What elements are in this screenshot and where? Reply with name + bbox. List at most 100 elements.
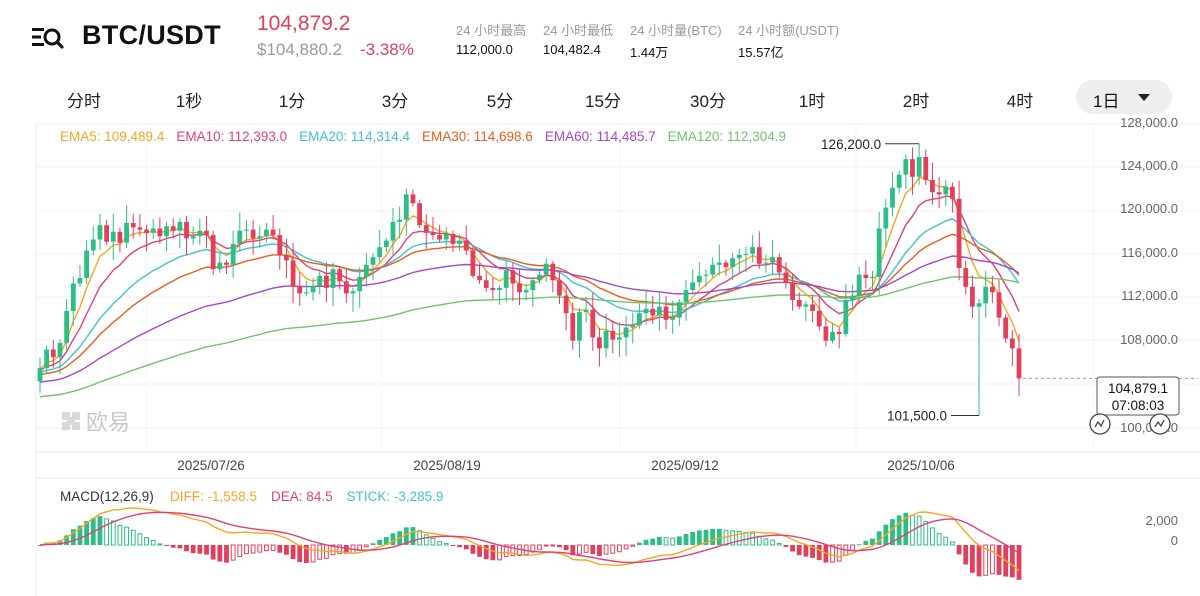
ema-legend-item: EMA5: 109,489.4: [60, 129, 165, 144]
candle: [983, 270, 989, 318]
macd-bar: [750, 532, 756, 546]
macd-bar: [117, 524, 123, 546]
candle: [810, 294, 815, 323]
macd-bar: [656, 536, 662, 545]
candle: [290, 242, 296, 304]
tab-1d-dropdown[interactable]: 1日: [1076, 80, 1172, 114]
candle: [503, 260, 509, 303]
macd-bar: [437, 541, 443, 546]
macd-bar: [337, 544, 343, 554]
macd-bar: [776, 542, 782, 546]
tab-1s[interactable]: 1秒: [175, 92, 203, 111]
candle: [117, 227, 123, 253]
macd-bar: [617, 544, 622, 553]
stat-label: 24 小时最低: [543, 23, 614, 38]
candle: [623, 316, 629, 356]
timeframe-tabs: 分时 1秒 1分 3分 5分 15分 30分 1时 2时 4时: [0, 78, 1200, 118]
candle: [350, 287, 356, 312]
macd-bar: [490, 545, 496, 561]
menu-search-icon[interactable]: [30, 24, 64, 50]
y-tick-label: 112,000.0: [1121, 288, 1178, 303]
candle: [403, 188, 409, 236]
macd-bar: [557, 545, 562, 548]
stat-24h-volume: 24 小时量(BTC) 1.44万: [630, 20, 722, 61]
tab-1h[interactable]: 1时: [798, 92, 826, 111]
candle: [90, 226, 96, 256]
macd-bar: [690, 531, 696, 545]
candle: [617, 322, 622, 357]
watermark: 欧易: [62, 411, 130, 436]
tab-1m[interactable]: 1分: [278, 92, 306, 111]
candle: [370, 252, 376, 281]
macd-bar: [210, 545, 216, 560]
macd-bar: [390, 533, 396, 545]
candle: [343, 269, 349, 303]
macd-bar: [137, 533, 143, 546]
candle: [557, 270, 562, 305]
candle: [803, 301, 809, 322]
tab-3m[interactable]: 3分: [381, 92, 409, 111]
macd-bar: [643, 539, 649, 545]
macd-bar: [483, 545, 489, 560]
candle: [124, 205, 129, 249]
tab-timeshare[interactable]: 分时: [67, 92, 101, 111]
candle: [843, 283, 849, 337]
tab-2h[interactable]: 2时: [902, 92, 930, 111]
tab-4h[interactable]: 4时: [1006, 92, 1034, 111]
macd-bar: [577, 544, 582, 555]
pair-title[interactable]: BTC/USDT: [82, 20, 221, 50]
y-tick-label: 108,000.0: [1120, 332, 1178, 347]
macd-bar: [890, 519, 895, 545]
candle: [923, 149, 929, 185]
candle: [57, 339, 63, 374]
candle: [756, 231, 762, 269]
macd-bar: [450, 545, 456, 546]
candle: [976, 299, 982, 416]
indicator-toggle-icon[interactable]: [1089, 413, 1111, 435]
candle: [383, 237, 389, 252]
candle: [910, 147, 915, 195]
macd-bar: [603, 544, 609, 555]
tab-30m[interactable]: 30分: [690, 92, 726, 111]
candle: [84, 240, 90, 285]
macd-bar: [916, 515, 922, 546]
candle: [157, 217, 163, 244]
candle: [323, 262, 329, 303]
candle: [637, 303, 642, 329]
macd-bar: [876, 531, 882, 545]
tab-15m[interactable]: 15分: [585, 92, 621, 111]
macd-bar: [597, 545, 602, 556]
candle: [583, 296, 589, 323]
macd-bar: [943, 536, 949, 546]
macd-bar: [277, 545, 283, 553]
candle: [450, 230, 456, 252]
candle: [597, 327, 602, 367]
candle: [497, 285, 502, 305]
candle: [64, 299, 70, 352]
stat-label: 24 小时量(BTC): [630, 23, 722, 38]
candle: [477, 263, 482, 284]
macd-bar: [836, 544, 842, 562]
macd-legend-item: DIFF: -1,558.5: [170, 489, 257, 504]
candle: [104, 220, 109, 245]
macd-bar: [963, 545, 969, 565]
candle: [730, 252, 736, 281]
macd-bar: [164, 545, 169, 546]
macd-bar: [257, 544, 263, 553]
macd-bar: [590, 545, 596, 555]
high-annotation: 126,200.0: [821, 137, 881, 152]
macd-bar: [184, 545, 189, 552]
macd-bar: [37, 545, 43, 546]
candle: [970, 275, 975, 319]
tab-5m[interactable]: 5分: [486, 92, 514, 111]
candle: [790, 273, 795, 311]
macd-bar: [410, 527, 416, 545]
indicator-toggle-icon[interactable]: [1149, 413, 1171, 435]
macd-bar: [423, 534, 429, 546]
macd-bar: [796, 545, 802, 556]
candle: [996, 280, 1002, 327]
macd-bar: [64, 535, 70, 545]
macd-bar: [790, 545, 795, 552]
candle: [190, 226, 196, 245]
